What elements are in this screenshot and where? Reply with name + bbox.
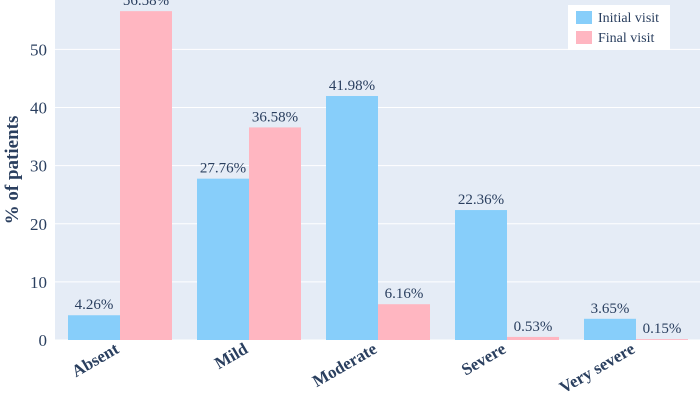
bar-initial-visit <box>68 315 120 340</box>
y-tick-label: 0 <box>39 331 48 350</box>
data-label-final-visit: 6.16% <box>385 286 424 302</box>
bar-final-visit <box>378 304 430 340</box>
legend-swatch-final-visit <box>576 31 592 44</box>
legend-label-final-visit: Final visit <box>598 31 655 46</box>
y-tick-label: 50 <box>30 40 47 59</box>
bar-initial-visit <box>584 318 636 340</box>
bar-initial-visit <box>326 96 378 340</box>
data-label-initial-visit: 4.26% <box>75 297 114 313</box>
legend: Initial visit Final visit <box>568 5 670 50</box>
bar-final-visit <box>636 339 688 340</box>
y-tick-label: 40 <box>30 99 47 118</box>
bar-final-visit <box>249 127 301 341</box>
y-tick-label: 10 <box>30 273 47 292</box>
y-axis-title: % of patients <box>2 116 23 225</box>
data-label-final-visit: 0.15% <box>643 321 682 337</box>
data-label-initial-visit: 27.76% <box>200 161 246 177</box>
x-tick-label: Very severe <box>556 339 638 397</box>
bars <box>68 11 688 341</box>
y-tick-label: 30 <box>30 157 47 176</box>
data-label-initial-visit: 41.98% <box>329 78 375 94</box>
x-tick-label: Moderate <box>309 339 380 391</box>
x-tick-label: Absent <box>68 339 122 381</box>
x-tick-label: Severe <box>458 339 509 380</box>
data-label-final-visit: 0.53% <box>514 319 553 335</box>
bar-final-visit <box>507 336 559 340</box>
data-label-initial-visit: 3.65% <box>591 301 630 317</box>
bar-initial-visit <box>455 210 507 340</box>
y-tick-label: 20 <box>30 215 47 234</box>
legend-swatch-initial-visit <box>576 11 592 24</box>
data-label-initial-visit: 22.36% <box>458 192 504 208</box>
data-label-final-visit: 36.58% <box>252 109 298 125</box>
data-labels: 4.26% 56.58% 27.76% 36.58% 41.98% 6.16% 22.36%… <box>75 0 682 337</box>
legend-label-initial-visit: Initial visit <box>598 11 659 26</box>
x-tick-label: Mild <box>211 339 251 373</box>
data-label-final-visit: 56.58% <box>123 0 169 9</box>
bar-initial-visit <box>197 178 249 340</box>
bar-final-visit <box>120 11 172 341</box>
